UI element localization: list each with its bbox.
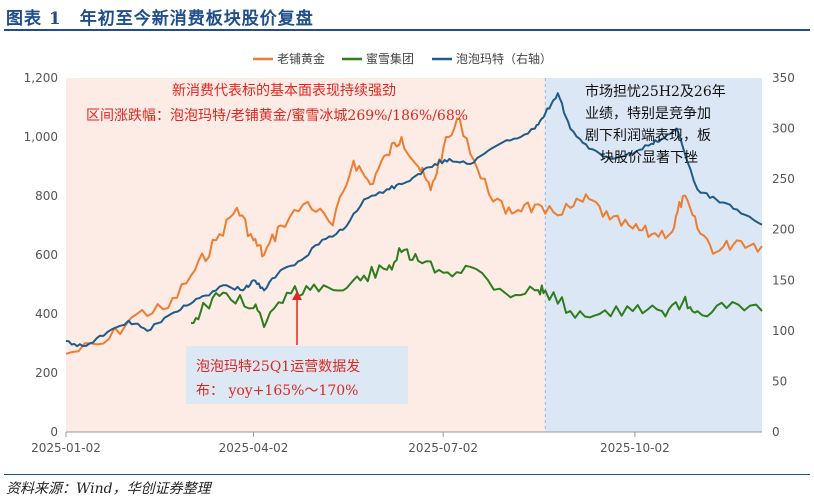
series-line-1 <box>190 247 763 328</box>
series-line-0 <box>65 117 763 355</box>
x-tick-label: 2025-04-02 <box>219 441 289 455</box>
y-right-tick-label: 150 <box>772 273 795 287</box>
y-right-tick-label: 350 <box>772 71 795 85</box>
y-left-tick-label: 600 <box>35 248 58 262</box>
annotation-market-worry-2: 业绩，特别是竞争加 <box>585 105 711 122</box>
annotation-range-change: 区间涨跌幅：泡泡玛特/老铺黄金/蜜雪冰城269%/186%/68% <box>86 107 468 124</box>
legend-label-popmart: 泡泡玛特（右轴） <box>456 51 552 66</box>
x-tick-label: 2025-07-02 <box>408 441 478 455</box>
y-left-tick-label: 1,000 <box>24 130 58 144</box>
y-left-tick-label: 800 <box>35 189 58 203</box>
series-lines <box>65 92 763 355</box>
legend-label-mixue: 蜜雪集团 <box>366 51 414 66</box>
y-left-tick-label: 200 <box>35 366 58 380</box>
annotation-fundamentals: 新消费代表标的基本面表现持续强劲 <box>172 82 396 99</box>
legend: 老铺黄金 蜜雪集团 泡泡玛特（右轴） <box>253 51 552 66</box>
y-right-tick-label: 200 <box>772 223 795 237</box>
y-right-tick-label: 100 <box>772 324 795 338</box>
y-right-tick-label: 250 <box>772 172 795 186</box>
y-left-tick-label: 1,200 <box>24 71 58 85</box>
callout-arrowhead <box>292 291 302 300</box>
callout-text-line1: 泡泡玛特25Q1运营数据发 <box>196 359 360 375</box>
series-line-2 <box>65 92 763 348</box>
legend-label-laopu: 老铺黄金 <box>277 51 325 66</box>
shaded-period-1 <box>545 78 762 432</box>
annotation-market-worry-3: 剧下利润端表现，板 <box>585 128 711 144</box>
y-left-tick-label: 0 <box>50 425 58 439</box>
callout-box <box>186 346 408 404</box>
annotation-market-worry-4: 块股价显著下挫 <box>600 150 698 166</box>
y-right-tick-label: 0 <box>772 425 780 439</box>
chart-title: 图表 1 年初至今新消费板块股价复盘 <box>6 9 314 29</box>
y-right-tick-label: 50 <box>772 374 787 388</box>
axes: 0 200 400 600 800 1,000 1,200 0 50 100 150 200 250 30… <box>24 71 795 455</box>
x-tick-label: 2025-01-02 <box>31 441 101 455</box>
y-left-tick-label: 400 <box>35 307 58 321</box>
x-tick-label: 2025-10-02 <box>600 441 670 455</box>
source-note: 资料来源：Wind，华创证券整理 <box>6 481 211 497</box>
callout-text-line2: 布： yoy+165%～170% <box>196 383 358 399</box>
footer-divider <box>4 474 810 475</box>
title-divider <box>4 29 810 31</box>
y-right-tick-label: 300 <box>772 122 795 136</box>
annotation-market-worry-1: 市场担忧25H2及26年 <box>585 83 726 100</box>
